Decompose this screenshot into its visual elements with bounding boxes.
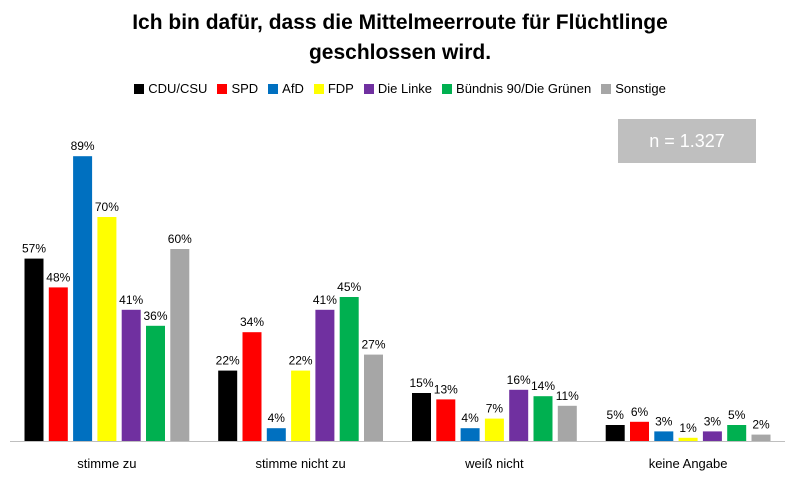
legend-label-cdu-csu: CDU/CSU bbox=[148, 81, 208, 96]
data-label-stimme-zu-afd: 89% bbox=[71, 139, 95, 153]
bar-weiss-nicht-die-linke bbox=[509, 389, 529, 441]
bar-stimme-zu-cdu-csu bbox=[24, 258, 44, 441]
data-label-stimme-zu-die-linke: 41% bbox=[119, 293, 143, 307]
bar-stimme-nicht-zu-cdu-csu bbox=[218, 370, 238, 441]
bar-stimme-zu-afd bbox=[73, 156, 93, 441]
data-label-keine-angabe-bundnis-90-die-grunen: 5% bbox=[728, 408, 746, 422]
bar-weiss-nicht-cdu-csu bbox=[412, 393, 431, 441]
data-label-stimme-nicht-zu-bundnis-90-die-grunen: 45% bbox=[337, 280, 361, 294]
legend-label-sonstige: Sonstige bbox=[615, 81, 666, 96]
bar-stimme-zu-bundnis-90-die-grunen bbox=[146, 325, 165, 441]
category-label-keine-angabe: keine Angabe bbox=[649, 456, 728, 471]
category-label-stimme-zu: stimme zu bbox=[77, 456, 136, 471]
chart-legend: CDU/CSU SPD AfD FDP Die Linke Bündnis 90/Die … bbox=[0, 81, 800, 96]
legend-item-cdu-csu: CDU/CSU bbox=[134, 81, 207, 96]
data-label-weiss-nicht-die-linke: 16% bbox=[507, 373, 531, 387]
legend-swatch-spd bbox=[217, 84, 228, 94]
data-label-weiss-nicht-cdu-csu: 15% bbox=[409, 376, 433, 390]
data-label-stimme-zu-fdp: 70% bbox=[95, 200, 119, 214]
bar-weiss-nicht-fdp bbox=[484, 418, 504, 441]
legend-label-fdp: FDP bbox=[327, 81, 354, 96]
legend-item-sonstige: Sonstige bbox=[601, 81, 666, 96]
bar-keine-angabe-spd bbox=[630, 421, 649, 441]
bar-stimme-nicht-zu-die-linke bbox=[315, 309, 335, 441]
bar-stimme-zu-die-linke bbox=[121, 309, 141, 441]
bar-stimme-zu-fdp bbox=[97, 217, 117, 441]
data-label-keine-angabe-die-linke: 3% bbox=[704, 414, 722, 428]
bar-keine-angabe-die-linke bbox=[702, 431, 722, 441]
bar-weiss-nicht-sonstige bbox=[557, 405, 577, 441]
legend-swatch-cdu-csu bbox=[134, 84, 145, 94]
legend-item-fdp: FDP bbox=[313, 81, 354, 96]
bar-weiss-nicht-afd bbox=[460, 428, 480, 441]
data-label-stimme-nicht-zu-cdu-csu: 22% bbox=[216, 354, 240, 368]
bar-stimme-nicht-zu-fdp bbox=[291, 370, 311, 441]
data-label-keine-angabe-fdp: 1% bbox=[679, 421, 697, 435]
chart-title-line-1: Ich bin dafür, dass die Mittelmeerroute … bbox=[132, 11, 668, 34]
legend-item-bundnis-90-die-grunen: Bündnis 90/Die Grünen bbox=[442, 81, 591, 96]
chart-title-line-2: geschlossen wird. bbox=[308, 41, 492, 64]
legend-label-afd: AfD bbox=[282, 81, 304, 96]
data-label-weiss-nicht-afd: 4% bbox=[461, 411, 479, 425]
legend-label-bundnis-90-die-grunen: Bündnis 90/Die Grünen bbox=[456, 81, 592, 96]
bar-weiss-nicht-bundnis-90-die-grunen bbox=[533, 396, 553, 441]
data-label-stimme-zu-spd: 48% bbox=[46, 270, 70, 284]
category-label-stimme-nicht-zu: stimme nicht zu bbox=[255, 456, 345, 471]
legend-label-die-linke: Die Linke bbox=[377, 81, 433, 96]
legend-item-spd: SPD bbox=[217, 81, 258, 96]
bar-keine-angabe-bundnis-90-die-grunen bbox=[727, 425, 747, 441]
data-label-stimme-nicht-zu-fdp: 22% bbox=[289, 354, 313, 368]
data-label-stimme-zu-sonstige: 60% bbox=[168, 232, 192, 246]
chart-title: Ich bin dafür, dass die Mittelmeerroute … bbox=[0, 8, 800, 68]
bar-stimme-nicht-zu-sonstige bbox=[364, 354, 383, 441]
bar-keine-angabe-afd bbox=[654, 431, 674, 441]
bar-stimme-nicht-zu-spd bbox=[242, 332, 262, 441]
data-label-stimme-zu-cdu-csu: 57% bbox=[22, 242, 46, 256]
data-label-weiss-nicht-bundnis-90-die-grunen: 14% bbox=[531, 379, 555, 393]
data-label-weiss-nicht-fdp: 7% bbox=[486, 402, 504, 416]
data-label-weiss-nicht-spd: 13% bbox=[434, 382, 458, 396]
legend-item-afd: AfD bbox=[268, 81, 304, 96]
bar-keine-angabe-fdp bbox=[678, 437, 698, 441]
bar-keine-angabe-sonstige bbox=[751, 434, 771, 441]
data-label-stimme-zu-bundnis-90-die-grunen: 36% bbox=[143, 309, 167, 323]
data-label-stimme-nicht-zu-sonstige: 27% bbox=[361, 338, 385, 352]
sample-size-box: n = 1.327 bbox=[618, 119, 756, 163]
bar-stimme-nicht-zu-bundnis-90-die-grunen bbox=[339, 297, 359, 441]
legend-swatch-sonstige bbox=[601, 84, 612, 94]
data-label-keine-angabe-spd: 6% bbox=[631, 405, 649, 419]
data-label-weiss-nicht-sonstige: 11% bbox=[556, 389, 579, 403]
data-label-keine-angabe-sonstige: 2% bbox=[752, 418, 770, 432]
bar-keine-angabe-cdu-csu bbox=[605, 425, 625, 441]
bar-weiss-nicht-spd bbox=[436, 399, 456, 441]
legend-swatch-fdp bbox=[313, 84, 324, 94]
legend-swatch-afd bbox=[268, 84, 279, 94]
legend-label-spd: SPD bbox=[231, 81, 259, 96]
legend-item-die-linke: Die Linke bbox=[363, 81, 433, 96]
data-label-stimme-nicht-zu-die-linke: 41% bbox=[313, 293, 337, 307]
data-label-stimme-nicht-zu-afd: 4% bbox=[268, 411, 286, 425]
category-label-weiss-nicht: weiß nicht bbox=[464, 456, 524, 471]
legend-swatch-die-linke bbox=[363, 84, 374, 94]
bar-stimme-nicht-zu-afd bbox=[266, 428, 286, 441]
data-label-stimme-nicht-zu-spd: 34% bbox=[240, 315, 264, 329]
bar-stimme-zu-spd bbox=[48, 287, 68, 441]
data-label-keine-angabe-cdu-csu: 5% bbox=[607, 408, 625, 422]
bar-stimme-zu-sonstige bbox=[170, 249, 190, 441]
data-label-keine-angabe-afd: 3% bbox=[655, 414, 673, 428]
legend-swatch-bundnis-90-die-grunen bbox=[442, 84, 453, 94]
